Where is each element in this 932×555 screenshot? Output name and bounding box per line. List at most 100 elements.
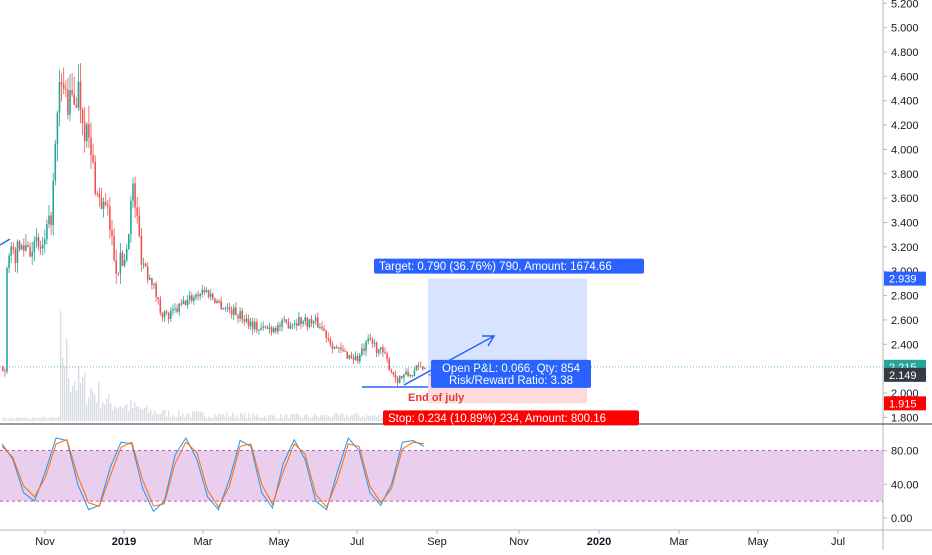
- candle-body: [401, 375, 403, 378]
- candle-body: [394, 374, 397, 379]
- volume-bar: [254, 415, 256, 421]
- target-zone[interactable]: [428, 278, 587, 375]
- volume-bar: [346, 414, 348, 421]
- volume-bar: [276, 418, 278, 421]
- candle-body: [115, 260, 117, 274]
- candle-body: [142, 263, 145, 265]
- volume-bar: [282, 418, 284, 421]
- volume-bar: [304, 414, 306, 421]
- risk-reward-label: Risk/Reward Ratio: 3.38: [449, 375, 573, 387]
- volume-bar: [210, 417, 212, 421]
- volume-bar: [356, 412, 358, 421]
- candle-body: [165, 311, 168, 313]
- candle-body: [25, 245, 27, 251]
- candle-body: [239, 310, 241, 319]
- price-tick-label: 3.400: [891, 217, 919, 229]
- volume-bar: [340, 413, 342, 421]
- volume-bar: [246, 418, 248, 421]
- volume-bar: [234, 417, 236, 421]
- candle-body: [422, 366, 424, 370]
- candle-body: [60, 82, 63, 85]
- time-tick-label: Mar: [194, 536, 213, 548]
- volume-bar: [222, 413, 224, 421]
- candle-body: [132, 183, 134, 201]
- candle-body: [287, 322, 290, 329]
- volume-bar: [272, 415, 274, 421]
- target-label-box[interactable]: [374, 258, 644, 274]
- price-label-value: 1.915: [889, 398, 917, 410]
- price-tick-label: 3.600: [891, 193, 919, 205]
- candle-body: [340, 347, 342, 350]
- candle-body: [302, 321, 304, 324]
- stoch-axis[interactable]: 0.00 40.00 80.00: [883, 446, 919, 525]
- volume-bar: [164, 410, 166, 421]
- candle-body: [86, 124, 88, 142]
- volume-bar: [132, 407, 134, 421]
- candle-body: [335, 347, 338, 349]
- volume-bar: [208, 416, 210, 421]
- stoch-tick-label: 40.00: [891, 479, 919, 491]
- volume-bar: [12, 418, 14, 421]
- candle-body: [159, 299, 162, 314]
- candle-body: [134, 183, 136, 208]
- trend-arrow-line[interactable]: [403, 335, 495, 386]
- candle-body: [350, 355, 353, 358]
- candle-body: [268, 327, 271, 329]
- left-arrow-line[interactable]: [0, 238, 11, 246]
- time-axis[interactable]: Nov 2019 Mar May Jul Sep Nov 2020 Mar May Jul: [35, 530, 845, 548]
- stoch-band: [0, 450, 883, 502]
- volume-bar: [236, 415, 238, 421]
- candle-body: [94, 161, 96, 194]
- volume-bar: [288, 418, 290, 421]
- candle-body: [104, 201, 107, 206]
- volume-bar: [6, 418, 8, 421]
- volume-bar: [36, 418, 38, 421]
- volume-bar: [348, 417, 350, 421]
- volume-bar: [82, 377, 84, 421]
- candle-body: [157, 297, 159, 300]
- candle-body: [67, 89, 69, 115]
- trend-arrow-head[interactable]: [482, 335, 496, 347]
- volume-bar: [200, 411, 202, 421]
- volume-bar: [76, 390, 78, 421]
- price-tick-label: 4.000: [891, 144, 919, 156]
- volume-bar: [114, 405, 116, 421]
- candle-body: [373, 342, 376, 344]
- volume-bar: [4, 416, 6, 421]
- volume-bar: [324, 416, 326, 421]
- candle-body: [52, 180, 54, 226]
- candle-body: [48, 215, 50, 225]
- candle-body: [251, 321, 254, 330]
- candle-body: [155, 283, 157, 298]
- volume-bar: [300, 416, 302, 421]
- candle-body: [130, 200, 132, 235]
- volume-bar: [46, 418, 48, 421]
- candle-body: [23, 245, 25, 251]
- candle-body: [163, 311, 166, 318]
- price-tick-label: 3.800: [891, 169, 919, 181]
- volume-bar: [292, 414, 294, 421]
- candle-body: [424, 368, 426, 370]
- volume-bar: [306, 413, 308, 421]
- candle-body: [293, 323, 296, 325]
- candle-body: [100, 197, 103, 209]
- candle-body: [37, 237, 40, 247]
- candle-body: [209, 293, 212, 297]
- candle-body: [174, 308, 176, 310]
- stop-label-box[interactable]: [383, 410, 639, 426]
- drawings[interactable]: End of july: [0, 238, 496, 404]
- candle-body: [4, 370, 6, 372]
- volume-bar: [74, 381, 76, 421]
- candle-body: [281, 320, 283, 327]
- candle-body: [308, 319, 311, 327]
- volume-bar: [112, 410, 114, 421]
- candle-body: [20, 245, 23, 250]
- volume-bar: [192, 411, 194, 421]
- volume-bar: [124, 405, 126, 421]
- stochastic-pane[interactable]: [0, 436, 883, 513]
- volume-bar: [294, 413, 296, 421]
- volume-bar: [342, 413, 344, 421]
- candle-body: [321, 326, 323, 329]
